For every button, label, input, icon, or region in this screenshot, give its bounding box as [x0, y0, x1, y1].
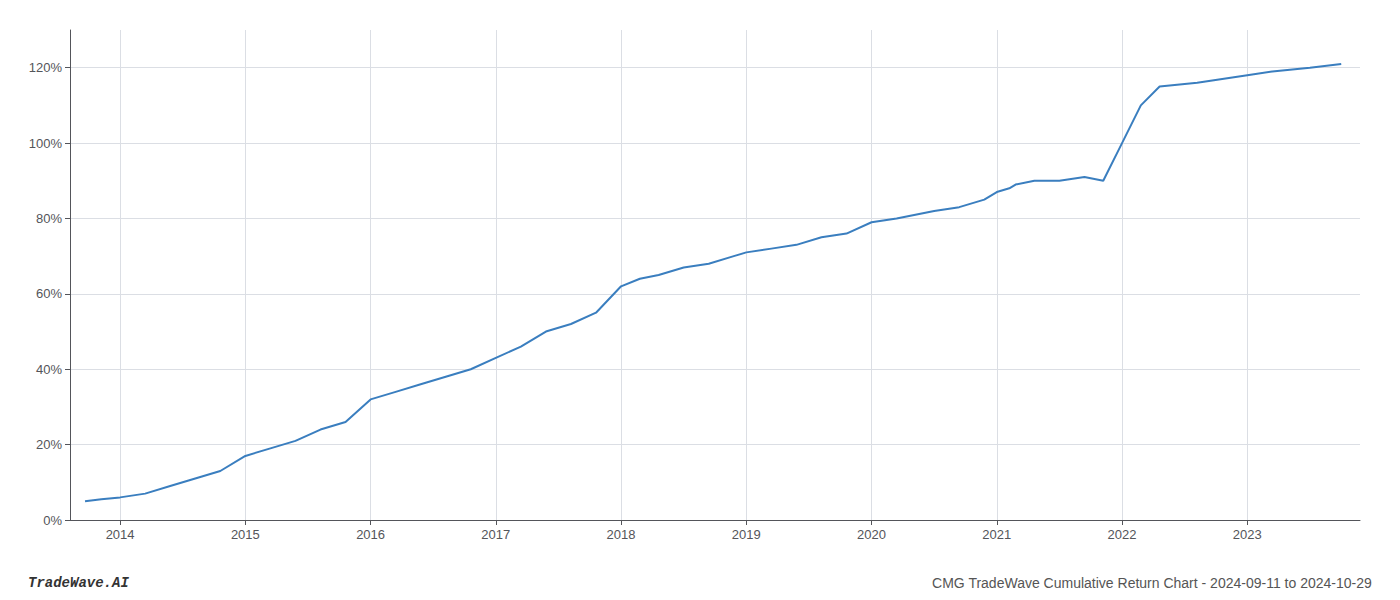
svg-text:2020: 2020	[857, 527, 886, 542]
svg-text:120%: 120%	[29, 60, 63, 75]
svg-text:2014: 2014	[106, 527, 135, 542]
svg-text:2019: 2019	[732, 527, 761, 542]
svg-text:40%: 40%	[36, 362, 62, 377]
svg-text:2022: 2022	[1108, 527, 1137, 542]
svg-text:TradeWave.AI: TradeWave.AI	[28, 575, 129, 591]
svg-text:2018: 2018	[607, 527, 636, 542]
svg-text:60%: 60%	[36, 286, 62, 301]
svg-text:2016: 2016	[356, 527, 385, 542]
svg-text:2015: 2015	[231, 527, 260, 542]
svg-text:2021: 2021	[982, 527, 1011, 542]
svg-text:0%: 0%	[43, 513, 62, 528]
svg-text:2017: 2017	[481, 527, 510, 542]
svg-text:2023: 2023	[1233, 527, 1262, 542]
svg-text:CMG TradeWave Cumulative Retur: CMG TradeWave Cumulative Return Chart - …	[932, 575, 1372, 591]
svg-text:80%: 80%	[36, 211, 62, 226]
svg-text:100%: 100%	[29, 136, 63, 151]
svg-text:20%: 20%	[36, 437, 62, 452]
